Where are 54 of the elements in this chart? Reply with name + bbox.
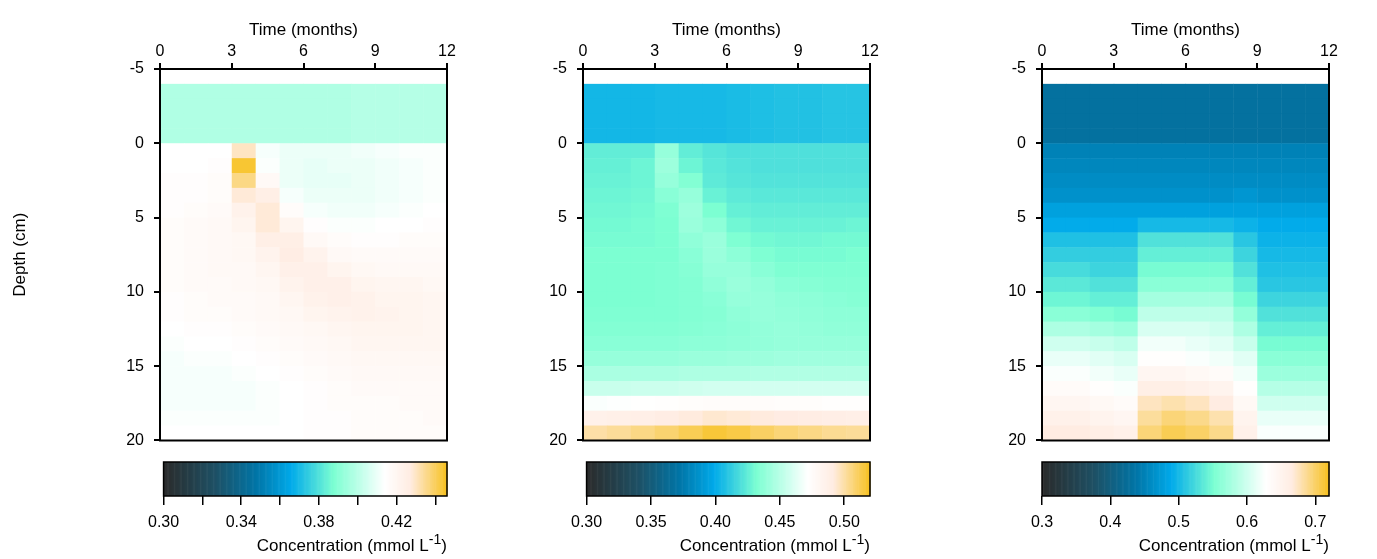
- color-bar-label: 0.50: [828, 513, 860, 531]
- x-tick-label: 3: [650, 41, 660, 59]
- color-bar-label: 0.34: [225, 513, 257, 531]
- x-tick-label: 0: [155, 41, 165, 59]
- y-tick-label: 15: [1008, 356, 1027, 374]
- x-tick-label: 9: [370, 41, 380, 59]
- x-axis-title: Time (months): [672, 19, 781, 39]
- x-tick-label: 12: [861, 41, 879, 59]
- y-tick-label: 0: [135, 133, 145, 151]
- color-bar-title: Concentration (mmol L$^{-1}$): [678, 530, 870, 556]
- color-bar-label: 0.40: [699, 513, 732, 531]
- y-axis-title: Depth (cm): [9, 212, 29, 297]
- x-axis-title: Time (months): [249, 19, 358, 39]
- x-tick-label: 3: [227, 41, 237, 59]
- y-tick-label: -5: [129, 59, 145, 77]
- y-tick-label: 5: [135, 207, 145, 225]
- color-bar-label: 0.45: [764, 513, 796, 531]
- y-tick-label: 0: [558, 133, 568, 151]
- x-tick-label: 9: [1252, 41, 1262, 59]
- color-bar-label: 0.30: [571, 513, 603, 531]
- x-tick-label: 0: [1037, 41, 1047, 59]
- x-tick-label: 12: [438, 41, 456, 59]
- y-tick-label: 20: [549, 430, 568, 448]
- color-bar-label: 0.3: [1030, 513, 1054, 531]
- color-bar-label: 0.30: [148, 513, 180, 531]
- y-tick-label: 20: [126, 430, 145, 448]
- color-bar-title: Concentration (mmol L$^{-1}$): [255, 530, 447, 556]
- y-tick-label: 5: [1017, 207, 1027, 225]
- x-tick-label: 9: [793, 41, 803, 59]
- color-bar-label: 0.42: [380, 513, 413, 531]
- x-tick-label: 6: [722, 41, 732, 59]
- y-tick-label: 20: [1008, 430, 1027, 448]
- color-bar-title: Concentration (mmol L$^{-1}$): [1137, 530, 1329, 556]
- y-tick-label: -5: [1011, 59, 1027, 77]
- y-tick-label: 10: [126, 282, 145, 300]
- y-tick-label: 10: [1008, 282, 1027, 300]
- color-bar-label: 0.5: [1167, 513, 1190, 531]
- x-tick-label: 6: [299, 41, 309, 59]
- x-tick-label: 3: [1109, 41, 1119, 59]
- color-bar-label: 0.38: [303, 513, 335, 531]
- y-tick-label: 0: [1017, 133, 1027, 151]
- y-tick-label: 15: [126, 356, 145, 374]
- y-tick-label: 15: [549, 356, 568, 374]
- x-tick-label: 0: [578, 41, 588, 59]
- y-tick-label: 5: [558, 207, 568, 225]
- color-bar-label: 0.35: [635, 513, 667, 531]
- color-bar-label: 0.6: [1235, 513, 1259, 531]
- x-axis-title: Time (months): [1131, 19, 1240, 39]
- color-bar-label: 0.7: [1304, 513, 1327, 531]
- color-bar-label: 0.4: [1099, 513, 1122, 531]
- y-tick-label: -5: [552, 59, 568, 77]
- y-tick-label: 10: [549, 282, 568, 300]
- x-tick-label: 6: [1181, 41, 1191, 59]
- x-tick-label: 12: [1320, 41, 1338, 59]
